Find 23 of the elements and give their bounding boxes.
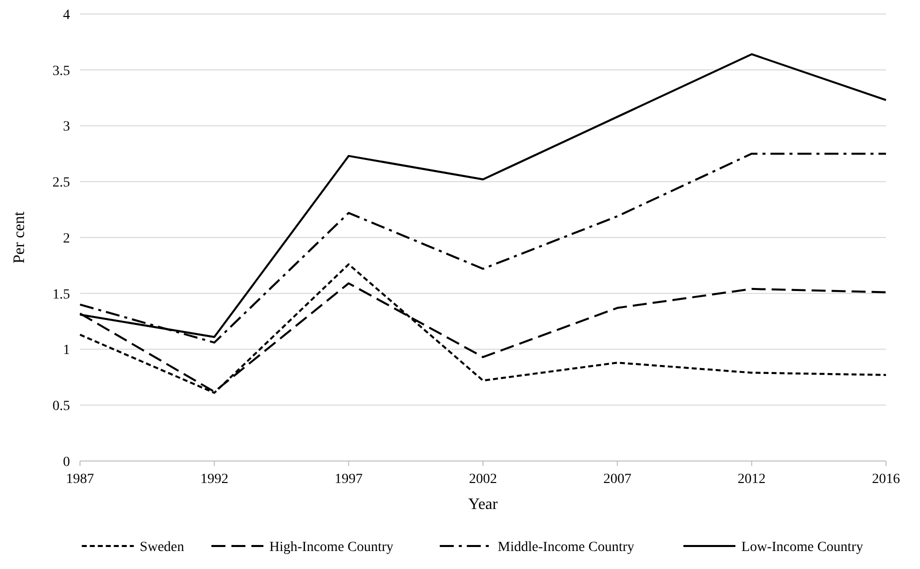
legend-label: Middle-Income Country [498,540,634,555]
x-axis-title: Year [468,496,498,513]
y-tick-label: 0 [63,454,70,470]
legend-label: Sweden [140,540,184,555]
x-tick-label: 1987 [66,472,94,487]
y-tick-label: 2 [63,231,70,246]
legend-label: Low-Income Country [741,540,864,555]
x-tick-label: 2002 [469,472,497,487]
x-tick-label: 2012 [738,472,766,487]
y-tick-label: 0.5 [52,399,70,414]
line-series [79,263,887,394]
y-axis-title: Per cent [11,210,28,264]
y-tick-label: 3 [63,120,70,135]
x-tick-label: 2007 [603,472,632,487]
x-tick-label: 2016 [872,472,900,487]
y-tick-label: 4 [63,8,70,23]
legend-label: High-Income Country [269,540,394,555]
y-tick-label: 1 [63,343,70,358]
y-tick-label: 2.5 [52,176,70,191]
x-tick-label: 1992 [200,472,228,487]
x-tick-label: 1997 [334,472,363,487]
y-tick-label: 3.5 [52,64,70,79]
y-tick-label: 1.5 [52,287,70,302]
